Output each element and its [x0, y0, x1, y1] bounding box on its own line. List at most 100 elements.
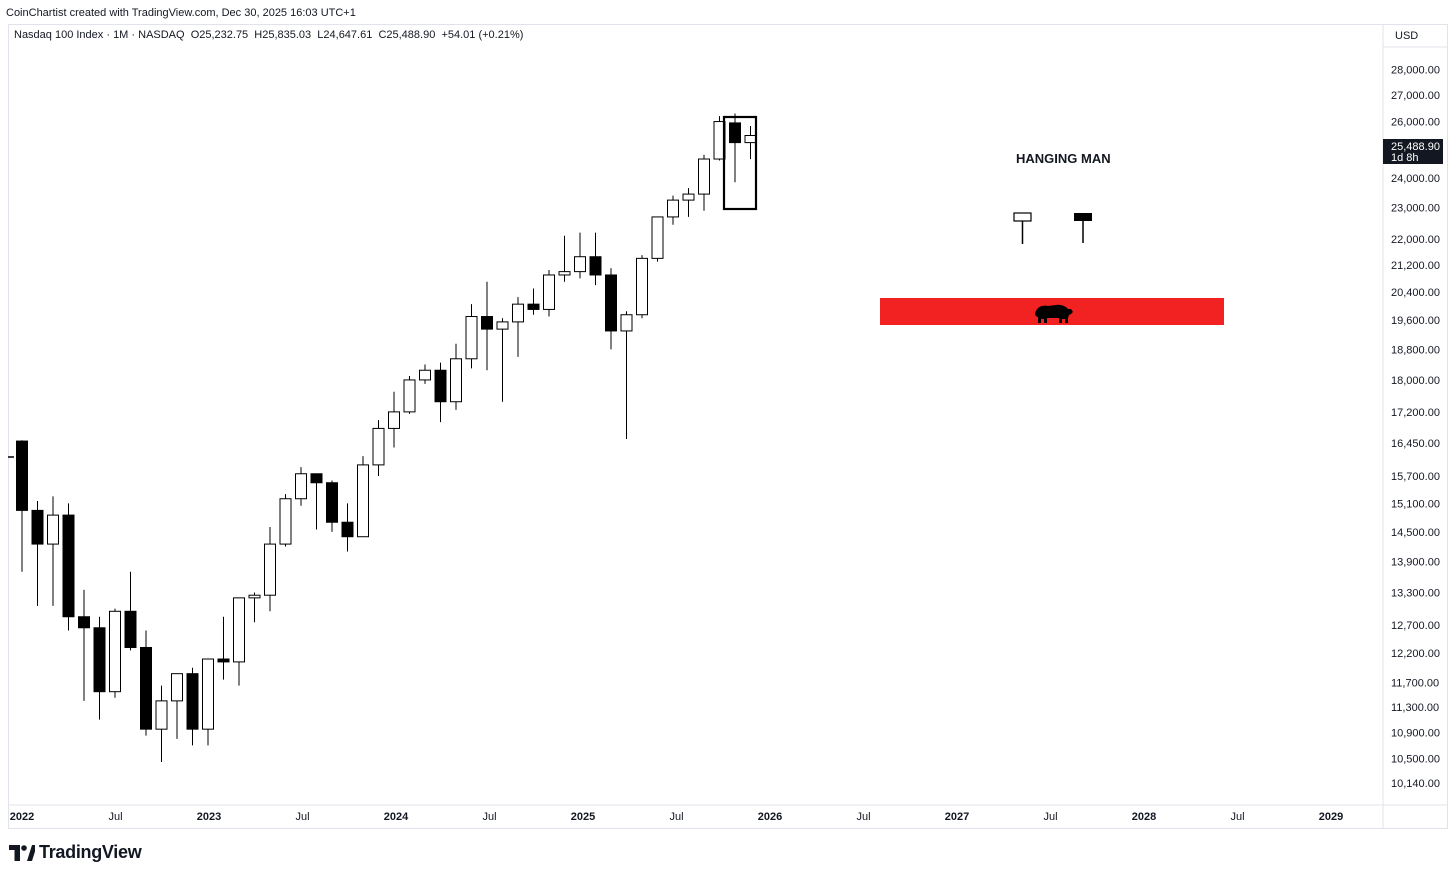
- bar-countdown-label: 1d 8h: [1391, 152, 1419, 164]
- price-tick-label: 10,900.00: [1391, 727, 1440, 739]
- time-tick-label: 2029: [1319, 811, 1343, 823]
- candle-2024-03[interactable]: [419, 364, 431, 384]
- candle-2022-10[interactable]: [155, 685, 168, 763]
- candle-2022-12[interactable]: [186, 667, 199, 746]
- price-tick-label: 20,400.00: [1391, 287, 1440, 299]
- price-tick-label: 27,000.00: [1391, 90, 1440, 102]
- time-tick-label: 2027: [945, 811, 969, 823]
- candle-2024-04[interactable]: [434, 362, 447, 423]
- time-tick-label: 2022: [10, 811, 34, 823]
- price-tick-label: 21,200.00: [1391, 260, 1440, 272]
- price-tick-label: 10,500.00: [1391, 754, 1440, 766]
- candle-2022-01[interactable]: [16, 440, 28, 572]
- tradingview-logo-text: TradingView: [39, 842, 142, 862]
- time-tick-label: Jul: [856, 811, 870, 823]
- candle-2025-06[interactable]: [651, 216, 664, 262]
- candle-2023-03[interactable]: [233, 597, 245, 686]
- candle-2024-05[interactable]: [450, 343, 462, 410]
- time-tick-label: Jul: [669, 811, 683, 823]
- candle-2022-06[interactable]: [93, 616, 106, 720]
- price-tick-label: 15,700.00: [1391, 471, 1440, 483]
- candle-2025-05[interactable]: [636, 255, 648, 319]
- tradingview-logo-icon: [9, 844, 35, 861]
- pattern-highlight-box[interactable]: [722, 115, 758, 211]
- price-tick-label: 14,500.00: [1391, 527, 1440, 539]
- candle-2023-06[interactable]: [279, 494, 292, 547]
- time-tick-label: Jul: [482, 811, 496, 823]
- hanging-man-white-example[interactable]: [1013, 212, 1032, 244]
- candle-2024-11[interactable]: [543, 269, 555, 317]
- candle-2022-07[interactable]: [109, 608, 121, 698]
- time-tick-label: Jul: [1230, 811, 1244, 823]
- candle-2025-12[interactable]: [744, 126, 757, 160]
- time-tick-label: 2024: [384, 811, 409, 823]
- candle-2025-09[interactable]: [698, 154, 710, 211]
- candle-2025-03[interactable]: [605, 268, 617, 350]
- candle-2023-02[interactable]: [217, 616, 230, 680]
- candle-2023-08[interactable]: [310, 473, 323, 530]
- price-tick-label: 11,300.00: [1391, 702, 1439, 714]
- time-axis-ticks: 2022 Jul 2023 Jul 2024 Jul 2025 Jul 2026 Jul 2027 J…: [10, 811, 1343, 823]
- price-tick-label: 18,800.00: [1391, 344, 1440, 356]
- candle-2025-02[interactable]: [589, 232, 602, 286]
- price-tick-label: 13,300.00: [1391, 588, 1440, 600]
- tradingview-logo[interactable]: TradingView: [9, 842, 142, 863]
- candle-2025-04[interactable]: [620, 311, 633, 439]
- candle-2025-01[interactable]: [574, 232, 586, 279]
- candle-2022-11[interactable]: [171, 673, 183, 739]
- candle-2023-11[interactable]: [357, 456, 369, 538]
- candle-2023-09[interactable]: [326, 480, 338, 532]
- price-tick-label: 17,200.00: [1391, 407, 1440, 419]
- price-tick-label: 22,000.00: [1391, 234, 1440, 246]
- candle-2022-03[interactable]: [47, 496, 59, 606]
- price-tick-label: 10,140.00: [1391, 778, 1440, 790]
- price-tick-label: 12,200.00: [1391, 648, 1440, 660]
- chart-creator-caption: CoinChartist created with TradingView.co…: [6, 7, 356, 19]
- candle-2024-10[interactable]: [527, 288, 540, 315]
- candle-2024-02[interactable]: [403, 376, 416, 414]
- candle-2024-12[interactable]: [558, 235, 571, 282]
- candle-2024-06[interactable]: [465, 304, 478, 369]
- candle-2024-01[interactable]: [388, 391, 400, 448]
- time-tick-label: 2023: [197, 811, 221, 823]
- candle-2022-04[interactable]: [62, 503, 75, 631]
- candle-2024-07[interactable]: [481, 281, 493, 371]
- pattern-label[interactable]: HANGING MAN: [1016, 151, 1111, 166]
- candle-2023-05[interactable]: [264, 527, 276, 612]
- price-tick-label: 26,000.00: [1391, 117, 1440, 129]
- candle-2024-09[interactable]: [512, 297, 524, 357]
- time-tick-label: 2028: [1132, 811, 1156, 823]
- symbol-legend: Nasdaq 100 Index · 1M · NASDAQ O25,232.7…: [14, 29, 524, 41]
- hanging-man-black-example[interactable]: [1074, 213, 1092, 243]
- candle-2025-08[interactable]: [682, 188, 695, 217]
- bear-icon: [1034, 304, 1073, 323]
- price-axis-currency[interactable]: USD: [1395, 30, 1418, 42]
- candle-2025-11[interactable]: [729, 113, 741, 183]
- price-tick-label: 16,450.00: [1391, 438, 1440, 450]
- time-tick-label: Jul: [295, 811, 309, 823]
- price-tick-label: 11,700.00: [1391, 678, 1439, 690]
- current-price-label: 25,488.90: [1391, 141, 1440, 153]
- candle-2023-12[interactable]: [372, 420, 385, 476]
- candle-2022-02[interactable]: [31, 501, 44, 606]
- price-tick-label: 23,000.00: [1391, 203, 1440, 215]
- time-tick-label: 2026: [758, 811, 782, 823]
- candle-2023-10[interactable]: [341, 503, 354, 552]
- price-tick-label: 15,100.00: [1391, 498, 1440, 510]
- price-tick-label: 19,600.00: [1391, 315, 1440, 327]
- candle-2023-01[interactable]: [202, 658, 214, 746]
- candle-2025-07[interactable]: [667, 195, 679, 225]
- candle-2024-08[interactable]: [496, 318, 509, 402]
- chart-frame: [8, 24, 1448, 829]
- candle-2022-08[interactable]: [124, 571, 137, 651]
- candle-2022-05[interactable]: [78, 589, 90, 701]
- time-tick-label: 2025: [571, 811, 595, 823]
- price-tick-label: 18,000.00: [1391, 375, 1440, 387]
- current-price-marker[interactable]: 25,488.90 1d 8h: [1383, 139, 1443, 164]
- candle-2023-07[interactable]: [295, 467, 307, 506]
- candle-2023-04[interactable]: [248, 592, 261, 623]
- candle-2022-09[interactable]: [140, 630, 152, 736]
- price-tick-label: 13,900.00: [1391, 557, 1440, 569]
- time-tick-label: Jul: [1043, 811, 1057, 823]
